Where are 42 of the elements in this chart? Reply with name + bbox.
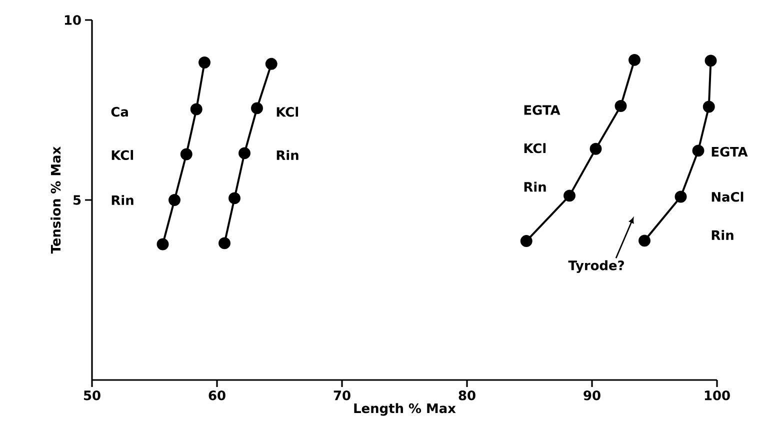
annotation: EGTA: [524, 105, 560, 115]
x-tick-label: 60: [208, 390, 226, 400]
annotation: EGTA: [712, 146, 748, 157]
x-tick-label: 100: [704, 390, 730, 400]
annotation: Rin: [112, 195, 134, 205]
x-tick-label: 50: [84, 390, 100, 400]
point: [198, 56, 210, 68]
annotation: Ca: [111, 106, 128, 117]
point: [265, 58, 278, 70]
annotation: Rin: [276, 150, 298, 160]
point: [228, 192, 240, 204]
point: [702, 100, 715, 113]
point: [520, 235, 532, 248]
annotation: Tyrode?: [568, 260, 624, 273]
point: [614, 100, 627, 112]
y-axis-title: Tension % Max: [50, 146, 61, 254]
x-tick-label: 90: [584, 390, 600, 400]
point: [180, 148, 192, 160]
point: [190, 103, 202, 116]
point: [218, 237, 230, 250]
point: [638, 234, 650, 247]
point: [156, 238, 169, 250]
y-tick-label: 10: [64, 15, 81, 25]
y-tick-label: 5: [73, 195, 81, 205]
point: [251, 102, 263, 114]
annotation: KCl: [112, 150, 134, 160]
point: [628, 54, 640, 66]
point: [168, 194, 180, 206]
point: [704, 54, 717, 67]
point: [564, 190, 576, 202]
point: [692, 144, 704, 157]
x-tick-label: 70: [334, 390, 350, 400]
point: [674, 190, 687, 203]
annotation: NaCl: [712, 192, 744, 202]
annotation: Rin: [712, 230, 734, 240]
annotation: KCl: [276, 106, 298, 117]
x-tick-label: 80: [458, 390, 476, 400]
point: [238, 147, 250, 160]
annotation: Rin: [524, 182, 546, 192]
point: [590, 142, 602, 155]
x-axis-title: Length % Max: [354, 403, 456, 416]
annotation: KCl: [524, 143, 546, 154]
